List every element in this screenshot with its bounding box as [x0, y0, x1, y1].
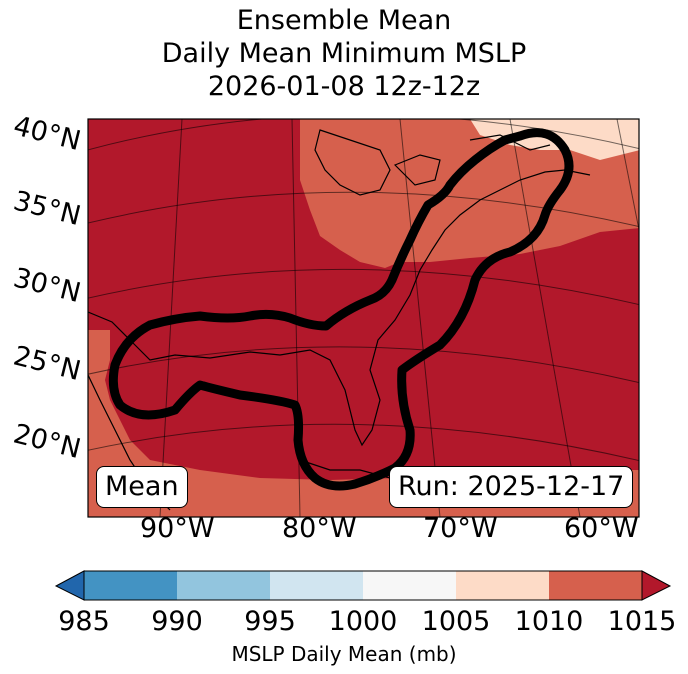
- lon-label-90: 90°W: [140, 513, 215, 544]
- cb-tick-1015: 1015: [607, 606, 677, 637]
- colorbar-bin-1000: [363, 571, 456, 600]
- run-label: Run: 2025-12-17: [389, 466, 634, 508]
- cb-tick-1000: 1000: [328, 606, 398, 637]
- lon-label-80: 80°W: [282, 513, 357, 544]
- title-line-2: Daily Mean Minimum MSLP: [161, 38, 527, 69]
- title-line-3: 2026-01-08 12z-12z: [207, 71, 481, 102]
- colorbar-bin-985: [84, 571, 177, 600]
- pressure-field-1010-north: [300, 119, 639, 268]
- cb-tick-985: 985: [58, 606, 110, 637]
- map-panel: [87, 118, 640, 518]
- lon-label-70: 70°W: [423, 513, 498, 544]
- title-line-1: Ensemble Mean: [236, 5, 452, 36]
- mean-label: Mean: [96, 466, 188, 508]
- mean-contour: [108, 128, 574, 491]
- cb-tick-1010: 1010: [514, 606, 584, 637]
- colorbar-bin-1010: [549, 571, 642, 600]
- cb-tick-1005: 1005: [421, 606, 491, 637]
- colorbar-extend-low: [54, 570, 85, 601]
- map-frame: [87, 118, 640, 518]
- colorbar-label: MSLP Daily Mean (mb): [231, 642, 457, 666]
- cb-tick-995: 995: [244, 606, 296, 637]
- colorbar: [54, 570, 672, 601]
- colorbar-bin-990: [177, 571, 270, 600]
- colorbar-extend-high: [641, 570, 672, 601]
- graticule: [88, 119, 639, 517]
- colorbar-bin-995: [270, 571, 363, 600]
- colorbar-bin-1005: [456, 571, 549, 600]
- cb-tick-990: 990: [151, 606, 203, 637]
- lon-label-60: 60°W: [564, 513, 639, 544]
